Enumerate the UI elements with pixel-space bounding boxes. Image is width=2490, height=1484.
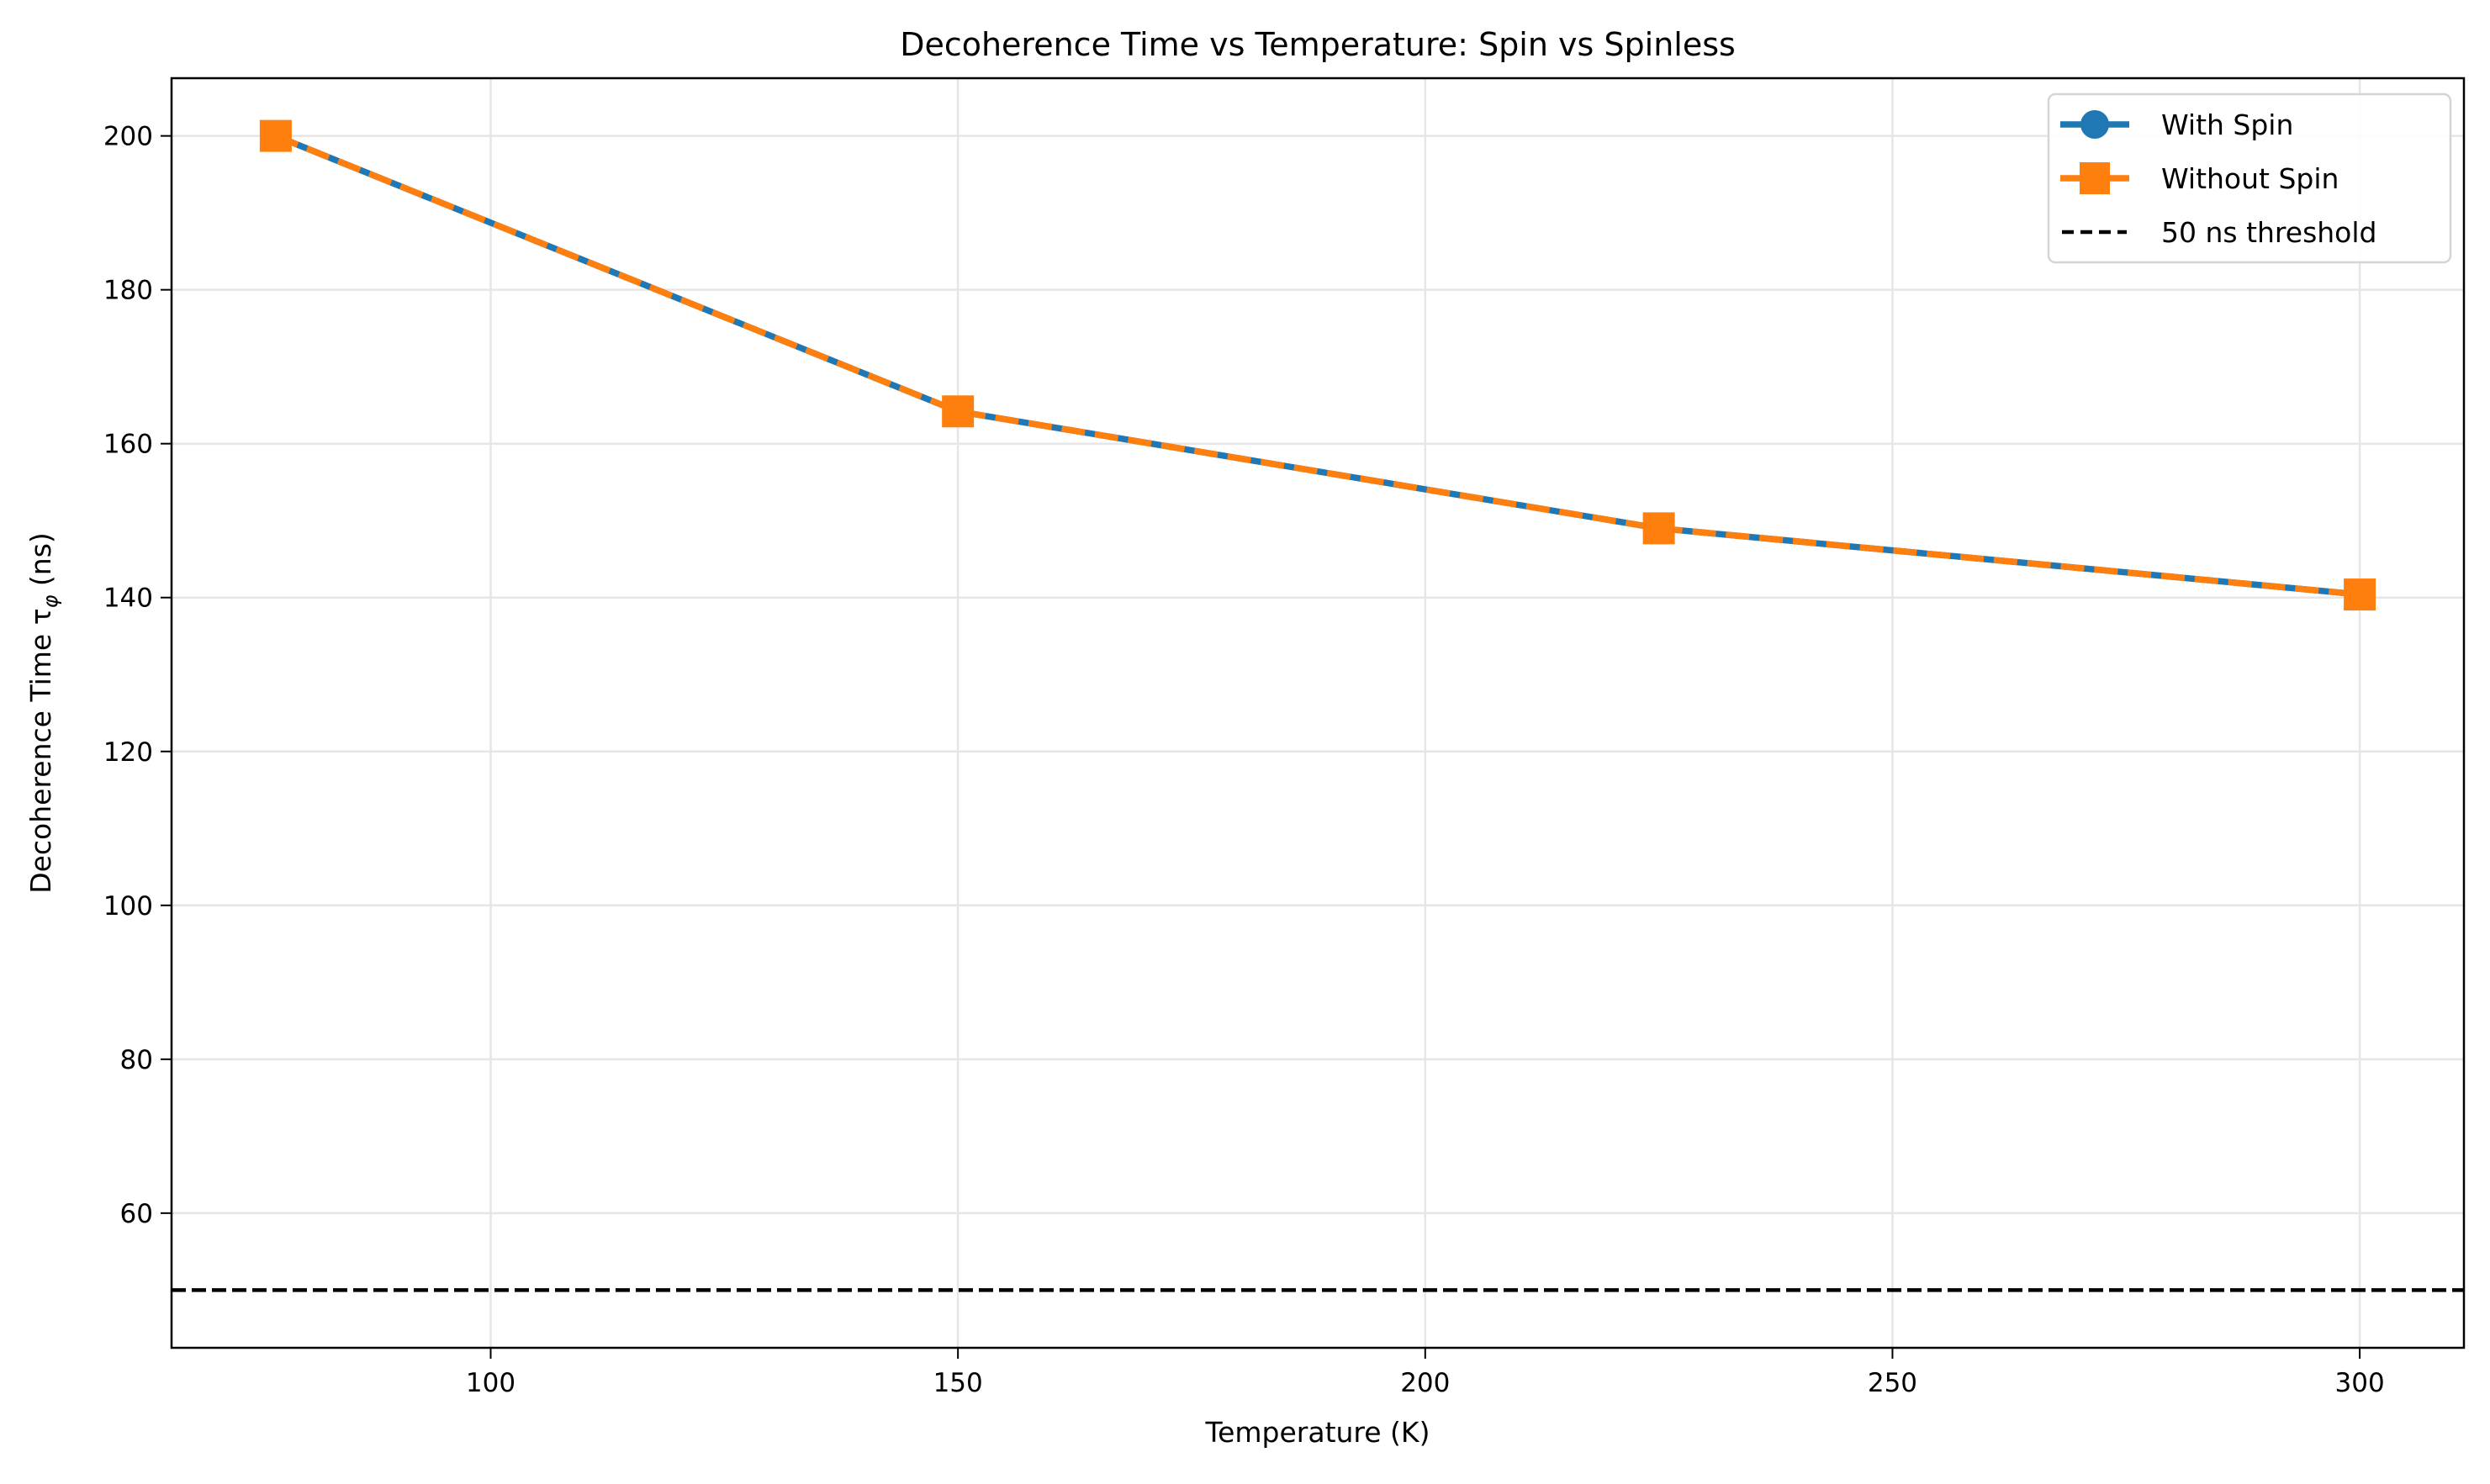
y-tick-label: 200 (103, 122, 153, 152)
grid (172, 78, 2464, 1348)
x-tick-label: 250 (1868, 1368, 1917, 1398)
legend-marker-circle (2080, 110, 2109, 139)
x-tick-label: 200 (1400, 1368, 1450, 1398)
y-tick-label: 60 (120, 1199, 153, 1229)
legend-label: 50 ns threshold (2161, 216, 2377, 249)
y-tick-label: 100 (103, 891, 153, 922)
y-axis-label-subscript: φ (39, 594, 62, 608)
legend-box (2047, 92, 2452, 264)
legend-marker-square (2080, 162, 2110, 194)
y-tick-label: 160 (103, 430, 153, 460)
chart-title: Decoherence Time vs Temperature: Spin vs… (900, 26, 1736, 63)
data-point-square (942, 395, 975, 428)
y-tick-label: 180 (103, 276, 153, 306)
axes-frame (170, 77, 2466, 1349)
data-point-square (1642, 512, 1675, 545)
x-axis-label: Temperature (K) (1205, 1416, 1430, 1449)
data-point-square (259, 119, 292, 152)
y-tick-label: 120 (103, 737, 153, 768)
y-tick-label: 80 (120, 1045, 153, 1075)
series-line-2 (274, 133, 2360, 598)
legend-label: With Spin (2161, 108, 2293, 141)
legend: With Spin Without Spin 50 ns threshold (2047, 92, 2452, 264)
ticks: 100 150 200 250 300 60 80 100 120 140 160 180 200 (103, 122, 2385, 1398)
y-axis-label: Decoherence Time τφ (ns) (24, 532, 62, 894)
plot-area (172, 119, 2464, 1292)
x-tick-label: 100 (466, 1368, 515, 1398)
y-axis-label-unit: (ns) (24, 532, 57, 594)
y-axis-label-main: Decoherence Time τ (24, 608, 57, 893)
x-tick-label: 150 (933, 1368, 983, 1398)
x-tick-label: 300 (2335, 1368, 2385, 1398)
series-line-1 (274, 133, 2360, 598)
data-point-square (2344, 578, 2376, 611)
legend-label: Without Spin (2161, 162, 2339, 195)
y-tick-label: 140 (103, 584, 153, 614)
